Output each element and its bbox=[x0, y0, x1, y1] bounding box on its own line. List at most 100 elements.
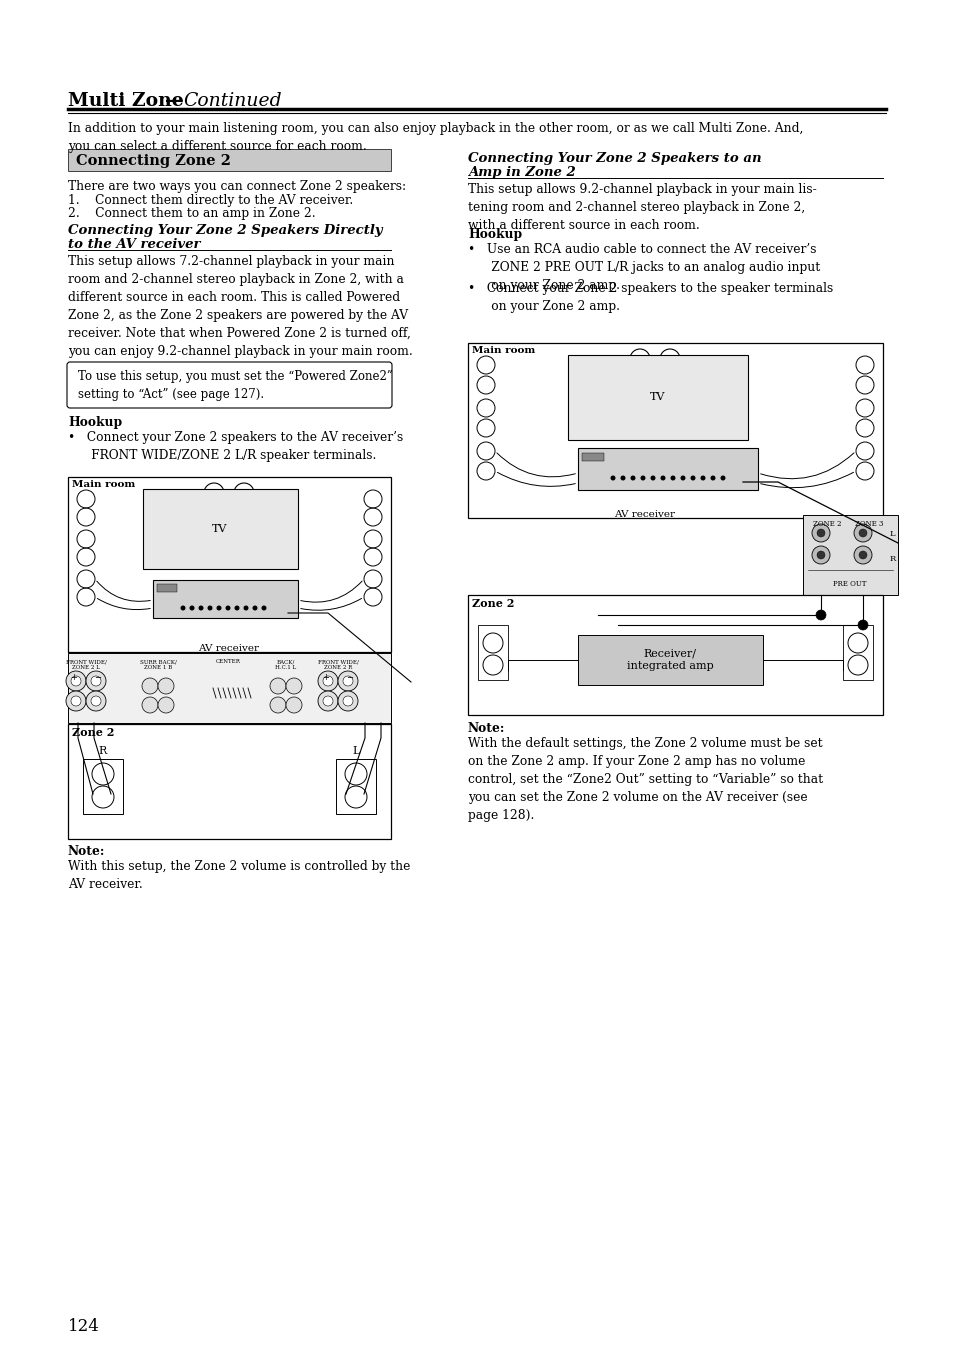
Circle shape bbox=[225, 605, 231, 611]
Bar bbox=[335, 759, 375, 815]
Text: to the AV receiver: to the AV receiver bbox=[68, 238, 200, 251]
Text: •   Use an RCA audio cable to connect the AV receiver’s
      ZONE 2 PRE OUT L/R: • Use an RCA audio cable to connect the … bbox=[468, 243, 820, 292]
Circle shape bbox=[610, 476, 615, 481]
Circle shape bbox=[323, 676, 333, 686]
Text: •   Connect your Zone 2 speakers to the speaker terminals
      on your Zone 2 a: • Connect your Zone 2 speakers to the sp… bbox=[468, 282, 832, 313]
Circle shape bbox=[700, 476, 705, 481]
Text: Amp in Zone 2: Amp in Zone 2 bbox=[468, 166, 576, 178]
Text: In addition to your main listening room, you can also enjoy playback in the othe: In addition to your main listening room,… bbox=[68, 122, 802, 153]
Circle shape bbox=[234, 605, 239, 611]
Text: L: L bbox=[352, 746, 359, 757]
Text: FRONT WIDE/
ZONE 2 L: FRONT WIDE/ ZONE 2 L bbox=[66, 659, 107, 670]
Text: Hookup: Hookup bbox=[68, 416, 122, 430]
Text: FRONT WIDE/
ZONE 2 R: FRONT WIDE/ ZONE 2 R bbox=[317, 659, 358, 670]
Circle shape bbox=[811, 546, 829, 563]
Circle shape bbox=[91, 696, 101, 707]
Text: Hookup: Hookup bbox=[468, 228, 521, 240]
Circle shape bbox=[198, 605, 203, 611]
Circle shape bbox=[317, 671, 337, 690]
Text: CENTER: CENTER bbox=[215, 659, 240, 663]
Text: Note:: Note: bbox=[468, 721, 505, 735]
Circle shape bbox=[811, 524, 829, 542]
Circle shape bbox=[679, 476, 685, 481]
Bar bbox=[468, 343, 882, 517]
Bar bbox=[68, 724, 391, 839]
Circle shape bbox=[261, 605, 266, 611]
Text: Continued: Continued bbox=[183, 92, 281, 109]
Circle shape bbox=[858, 530, 866, 536]
Text: Connecting Zone 2: Connecting Zone 2 bbox=[76, 154, 231, 168]
Text: 124: 124 bbox=[68, 1319, 100, 1335]
Bar bbox=[468, 594, 882, 715]
Circle shape bbox=[71, 676, 81, 686]
Circle shape bbox=[317, 690, 337, 711]
Bar bbox=[802, 515, 897, 594]
Circle shape bbox=[659, 476, 665, 481]
Text: L: L bbox=[889, 530, 895, 538]
Circle shape bbox=[190, 605, 194, 611]
FancyBboxPatch shape bbox=[67, 362, 392, 408]
Text: Note:: Note: bbox=[68, 844, 105, 858]
Text: 2.    Connect them to an amp in Zone 2.: 2. Connect them to an amp in Zone 2. bbox=[68, 207, 315, 220]
Text: Main room: Main room bbox=[71, 480, 135, 489]
Circle shape bbox=[858, 551, 866, 559]
Text: There are two ways you can connect Zone 2 speakers:: There are two ways you can connect Zone … bbox=[68, 180, 406, 193]
Circle shape bbox=[816, 551, 824, 559]
Text: R: R bbox=[889, 555, 895, 563]
Text: Connecting Your Zone 2 Speakers to an: Connecting Your Zone 2 Speakers to an bbox=[468, 153, 760, 165]
Text: BACK/
H.C.1 L: BACK/ H.C.1 L bbox=[275, 659, 296, 670]
Bar bbox=[152, 580, 297, 617]
Text: Zone 2: Zone 2 bbox=[71, 727, 114, 738]
Circle shape bbox=[71, 696, 81, 707]
Text: With this setup, the Zone 2 volume is controlled by the
AV receiver.: With this setup, the Zone 2 volume is co… bbox=[68, 861, 410, 892]
Circle shape bbox=[66, 690, 86, 711]
Text: Receiver/
integrated amp: Receiver/ integrated amp bbox=[626, 648, 713, 671]
Circle shape bbox=[180, 605, 185, 611]
Bar bbox=[578, 635, 762, 685]
Circle shape bbox=[619, 476, 625, 481]
Circle shape bbox=[66, 671, 86, 690]
Text: SURR BACK/
ZONE 1 B: SURR BACK/ ZONE 1 B bbox=[139, 659, 176, 670]
Bar bbox=[567, 355, 747, 440]
Text: This setup allows 7.2-channel playback in your main
room and 2-channel stereo pl: This setup allows 7.2-channel playback i… bbox=[68, 255, 413, 358]
Text: −: − bbox=[346, 673, 354, 682]
Text: AV receiver: AV receiver bbox=[614, 509, 675, 519]
Text: With the default settings, the Zone 2 volume must be set
on the Zone 2 amp. If y: With the default settings, the Zone 2 vo… bbox=[468, 738, 822, 821]
Circle shape bbox=[208, 605, 213, 611]
Text: R: R bbox=[99, 746, 107, 757]
Bar bbox=[157, 584, 177, 592]
Circle shape bbox=[343, 696, 353, 707]
Circle shape bbox=[337, 690, 357, 711]
Circle shape bbox=[343, 676, 353, 686]
Text: Multi Zone: Multi Zone bbox=[68, 92, 183, 109]
Text: AV receiver: AV receiver bbox=[198, 644, 259, 653]
Bar bbox=[68, 149, 391, 172]
Circle shape bbox=[270, 697, 286, 713]
Circle shape bbox=[86, 690, 106, 711]
Bar bbox=[143, 489, 297, 569]
Circle shape bbox=[86, 671, 106, 690]
Circle shape bbox=[323, 696, 333, 707]
Circle shape bbox=[142, 697, 158, 713]
Text: TV: TV bbox=[213, 524, 228, 534]
Circle shape bbox=[158, 697, 173, 713]
Text: +: + bbox=[71, 673, 77, 682]
Circle shape bbox=[253, 605, 257, 611]
Circle shape bbox=[243, 605, 248, 611]
Bar bbox=[477, 626, 507, 680]
Bar bbox=[842, 626, 872, 680]
Circle shape bbox=[91, 676, 101, 686]
Text: +: + bbox=[322, 673, 329, 682]
Text: Main room: Main room bbox=[472, 346, 535, 355]
Text: ZONE 3: ZONE 3 bbox=[854, 520, 882, 528]
Text: PRE OUT: PRE OUT bbox=[832, 580, 866, 588]
Circle shape bbox=[720, 476, 724, 481]
Circle shape bbox=[270, 678, 286, 694]
Text: −: − bbox=[94, 673, 101, 682]
Bar bbox=[578, 449, 758, 490]
Circle shape bbox=[286, 697, 302, 713]
Text: 1.    Connect them directly to the AV receiver.: 1. Connect them directly to the AV recei… bbox=[68, 195, 353, 207]
Circle shape bbox=[142, 678, 158, 694]
Circle shape bbox=[216, 605, 221, 611]
Text: —: — bbox=[165, 92, 184, 109]
